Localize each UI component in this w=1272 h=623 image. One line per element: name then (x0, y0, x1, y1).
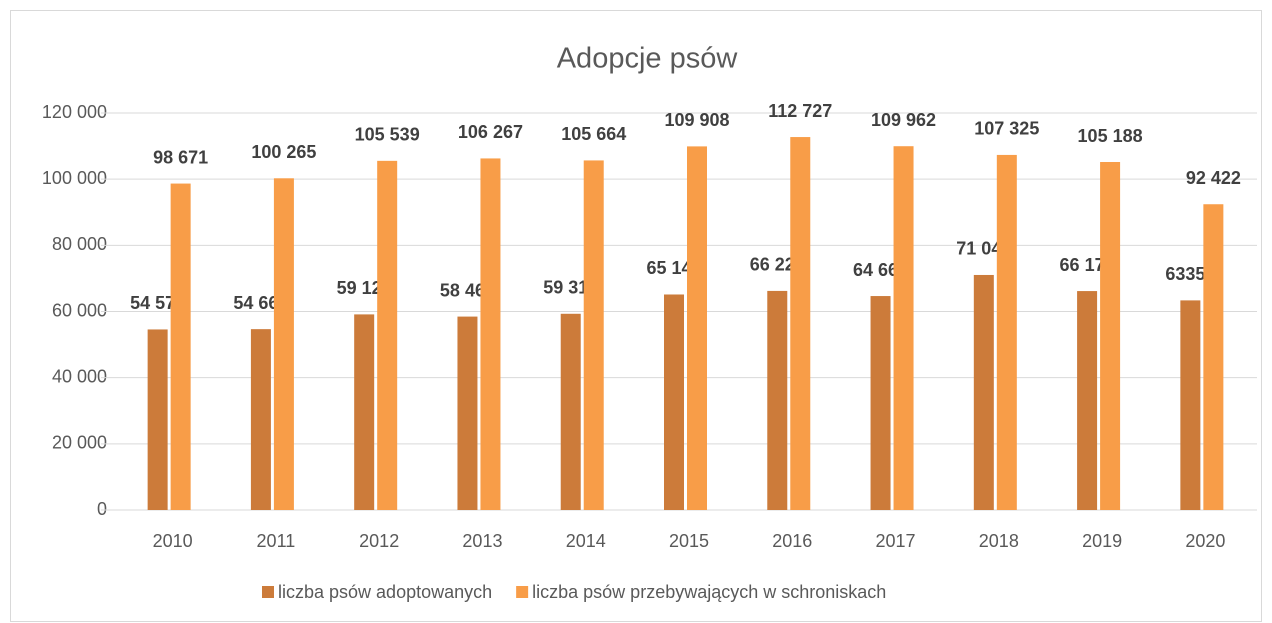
value-label: 105 539 (355, 125, 420, 145)
x-tick-label: 2011 (257, 531, 296, 551)
y-tick-label: 0 (97, 499, 107, 519)
bar (377, 160, 398, 511)
x-tick-label: 2019 (1082, 531, 1122, 551)
bar (687, 146, 707, 510)
value-label: 112 727 (768, 101, 832, 121)
bar (170, 183, 191, 510)
value-label: 107 325 (974, 119, 1039, 139)
y-tick-label: 40 000 (52, 366, 107, 386)
bar (893, 146, 914, 510)
x-tick-label: 2020 (1185, 531, 1225, 551)
value-label: 63358 (1165, 264, 1215, 284)
value-label: 98 671 (153, 147, 208, 167)
bar (1203, 204, 1224, 510)
bar (1180, 300, 1201, 510)
x-tick-label: 2017 (876, 531, 916, 551)
value-label: 109 908 (664, 110, 729, 130)
value-label: 106 267 (458, 122, 523, 142)
bar (1100, 162, 1121, 510)
x-tick-label: 2013 (462, 531, 502, 551)
bar (996, 154, 1017, 511)
value-label: 105 664 (561, 124, 626, 144)
bar (767, 290, 788, 510)
value-label: 105 188 (1078, 126, 1143, 146)
x-tick-label: 2010 (153, 531, 193, 551)
legend-swatch (516, 586, 529, 598)
chart-border (10, 10, 1262, 622)
legend-swatch (262, 586, 274, 598)
y-tick-label: 60 000 (52, 300, 107, 320)
legend-label: liczba psów przebywających w schroniskac… (532, 582, 886, 602)
bar (973, 274, 994, 510)
bar (250, 329, 271, 510)
x-tick-label: 2014 (566, 531, 606, 551)
bar (147, 329, 168, 510)
bar (273, 178, 294, 510)
x-tick-label: 2012 (359, 531, 399, 551)
y-tick-label: 120 000 (42, 102, 107, 122)
y-tick-label: 20 000 (52, 433, 107, 453)
bar (560, 313, 581, 510)
legend-label: liczba psów adoptowanych (278, 582, 492, 602)
chart-title: Adopcje psów (557, 43, 739, 75)
y-tick-label: 80 000 (52, 234, 107, 254)
value-label: 100 265 (251, 142, 316, 162)
value-label: 109 962 (871, 110, 936, 130)
value-label: 92 422 (1186, 168, 1241, 188)
bar (354, 314, 375, 510)
bar (457, 316, 478, 510)
bar (870, 296, 891, 510)
x-tick-label: 2016 (772, 531, 812, 551)
bar (480, 158, 501, 510)
bar (583, 160, 604, 510)
x-tick-label: 2015 (669, 531, 709, 551)
x-tick-label: 2018 (979, 531, 1019, 551)
bar (1077, 291, 1098, 510)
bar (790, 137, 811, 510)
y-tick-label: 100 000 (42, 168, 107, 188)
bar (664, 294, 684, 510)
